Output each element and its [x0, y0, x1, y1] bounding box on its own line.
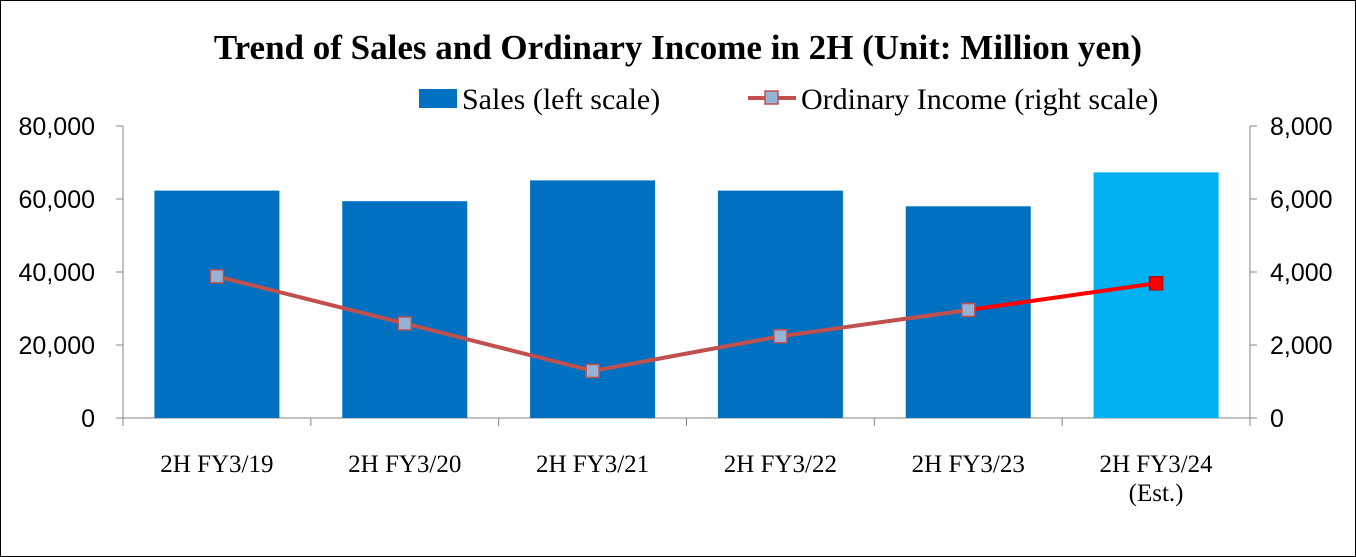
ordinary-income-segment — [590, 334, 783, 373]
left-axis-tick-label: 80,000 — [19, 113, 95, 141]
left-axis-tick-label: 20,000 — [19, 332, 95, 360]
right-axis-tick-label: 2,000 — [1270, 332, 1333, 360]
sales-bar — [154, 190, 280, 418]
left-axis-tick-label: 0 — [81, 405, 95, 433]
left-axis-tick-label: 40,000 — [19, 259, 95, 287]
legend: Sales (left scale) Ordinary Income (righ… — [419, 83, 1158, 116]
ordinary-income-segment — [966, 281, 1159, 312]
ordinary-income-segment — [214, 274, 407, 326]
ordinary-income-segment — [402, 321, 595, 373]
ordinary-income-point — [585, 363, 600, 379]
right-axis-tick-label: 8,000 — [1270, 113, 1333, 141]
x-axis-category-label: 2H FY3/24 — [1099, 451, 1213, 478]
ordinary-income-point — [397, 316, 412, 331]
ordinary-income-point — [961, 302, 976, 318]
x-axis-category-label: 2H FY3/21 — [536, 451, 649, 478]
ordinary-income-line — [209, 269, 1164, 379]
ordinary-income-segment — [778, 307, 971, 339]
legend-swatch-sales — [419, 89, 457, 108]
ordinary-income-point — [1148, 276, 1164, 291]
ordinary-income-point — [773, 328, 788, 344]
x-axis-category-label: 2H FY3/23 — [912, 451, 1025, 478]
sales-bar — [717, 190, 843, 418]
sales-bar — [530, 180, 656, 418]
right-axis-tick-label: 0 — [1270, 405, 1284, 433]
x-axis-category-label: 2H FY3/20 — [348, 451, 461, 478]
x-axis-category-label: 2H FY3/19 — [160, 451, 273, 478]
chart-title: Trend of Sales and Ordinary Income in 2H… — [214, 28, 1142, 67]
axes: 0 20,000 40,000 60,000 80,000 0 2,000 4,000 6,00… — [19, 113, 1333, 433]
bars — [154, 172, 1219, 418]
right-axis-tick-label: 4,000 — [1270, 259, 1333, 287]
legend-marker-ordinary-income — [764, 90, 779, 105]
left-axis-tick-label: 60,000 — [19, 186, 95, 214]
legend-label-sales: Sales (left scale) — [462, 83, 660, 116]
x-axis-category-label: 2H FY3/22 — [724, 451, 837, 478]
x-axis-labels: 2H FY3/19 2H FY3/20 2H FY3/21 2H FY3/22 2H F… — [160, 451, 1213, 507]
sales-bar — [1093, 172, 1219, 418]
ordinary-income-point — [209, 269, 225, 284]
sales-bar — [342, 201, 468, 418]
right-axis-tick-label: 6,000 — [1270, 186, 1333, 214]
legend-label-ordinary-income: Ordinary Income (right scale) — [801, 83, 1158, 116]
x-axis-category-label: (Est.) — [1129, 480, 1184, 507]
